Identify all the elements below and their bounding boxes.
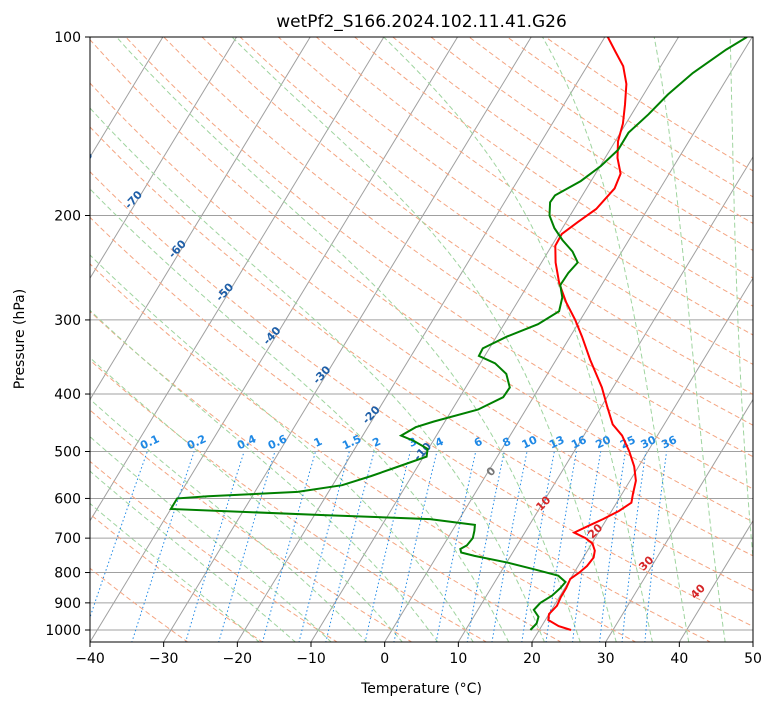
dry-adiabat xyxy=(90,359,488,642)
x-tick-label: −30 xyxy=(149,651,179,667)
isotherm-gridline xyxy=(90,37,164,158)
y-tick-label: 100 xyxy=(54,30,81,46)
dry-adiabat xyxy=(90,409,413,642)
dewpoint-line xyxy=(169,37,748,631)
y-tick-label: 700 xyxy=(54,531,81,547)
background-lines xyxy=(90,37,753,642)
moist-adiabat xyxy=(90,309,439,642)
isotherm-gridline xyxy=(678,519,753,642)
moist-adiabat xyxy=(542,37,690,642)
plot-area: -100-90-80-70-60-50-40-30-20-10010203040… xyxy=(72,37,753,642)
temperature-line xyxy=(547,37,637,631)
isotherm-gridline xyxy=(531,277,753,642)
dry-adiabat xyxy=(90,171,753,627)
x-tick-label: −40 xyxy=(75,651,105,667)
x-tick-label: 10 xyxy=(449,651,467,667)
mixing-ratio-label: 30 xyxy=(639,433,659,451)
x-tick-label: 50 xyxy=(744,651,762,667)
y-tick-label: 800 xyxy=(54,566,81,582)
x-axis-label: Temperature (°C) xyxy=(360,681,482,697)
dry-adiabat xyxy=(277,37,753,365)
series-layer xyxy=(169,37,748,631)
mixing-ratio-line xyxy=(325,451,375,642)
mixing-ratio-line xyxy=(218,451,276,642)
moist-adiabat xyxy=(90,107,545,642)
mixing-ratio-line xyxy=(90,451,148,619)
mixing-ratio-line xyxy=(262,451,316,642)
moist-adiabat xyxy=(90,356,403,642)
isotherm-gridline xyxy=(236,37,606,642)
y-axis-label: Pressure (hPa) xyxy=(12,289,28,389)
mixing-ratio-label: 10 xyxy=(520,433,540,451)
moist-adiabat xyxy=(231,37,617,642)
moist-adiabat xyxy=(116,37,581,642)
moist-adiabat xyxy=(90,188,510,642)
mixing-ratio-label: 13 xyxy=(547,433,566,451)
dry-adiabat xyxy=(201,37,753,426)
mixing-ratio-line xyxy=(572,451,602,642)
dry-adiabat xyxy=(90,82,753,557)
y-tick-label: 1000 xyxy=(45,623,81,639)
y-tick-label: 500 xyxy=(54,444,81,460)
isotherm-gridline xyxy=(90,37,385,522)
moist-adiabat xyxy=(90,470,296,642)
isotherm-gridline xyxy=(90,37,311,401)
mixing-ratio-label: 36 xyxy=(659,433,679,451)
mixing-ratio-line xyxy=(644,451,668,642)
mixing-ratio-label: 20 xyxy=(594,433,614,451)
y-tick-label: 900 xyxy=(54,596,81,612)
x-tick-label: −20 xyxy=(223,651,253,667)
x-tick-label: 20 xyxy=(523,651,541,667)
moist-adiabat xyxy=(653,37,726,642)
mixing-ratio-label: 16 xyxy=(569,433,589,451)
x-tick-label: 40 xyxy=(670,651,688,667)
dry-adiabat xyxy=(90,513,264,642)
mixing-ratio-line xyxy=(364,451,411,642)
plot-frame xyxy=(89,36,754,643)
x-axis: −40 −30 −20 −10 0 10 20 30 40 50 xyxy=(75,642,762,667)
isotherm-gridline xyxy=(163,37,532,642)
mixing-ratio-line xyxy=(131,451,195,642)
isotherm-gridline xyxy=(384,37,753,642)
moist-adiabat xyxy=(90,398,368,642)
moist-adiabat xyxy=(90,254,474,642)
dry-adiabat xyxy=(90,310,562,642)
y-tick-label: 400 xyxy=(54,387,81,403)
moist-adiabat xyxy=(383,37,653,642)
dry-adiabat xyxy=(125,37,753,490)
moist-adiabat xyxy=(90,502,260,642)
dry-adiabat xyxy=(90,39,753,523)
dry-adiabat xyxy=(90,460,338,642)
x-tick-label: 0 xyxy=(380,651,389,667)
y-tick-label: 200 xyxy=(54,209,81,225)
mixing-ratio-line xyxy=(599,451,626,642)
x-tick-label: −10 xyxy=(296,651,326,667)
chart-title: wetPf2_S166.2024.102.11.41.G26 xyxy=(276,12,567,32)
mixing-ratio-line xyxy=(393,451,438,642)
y-axis: 100 200 300 400 500 600 700 800 900 1000 xyxy=(45,30,90,639)
mixing-ratio-line xyxy=(621,451,647,642)
y-tick-label: 600 xyxy=(54,491,81,507)
moist-adiabat xyxy=(729,37,753,563)
dry-adiabat-label: -80 xyxy=(72,148,95,172)
isotherm-gridline xyxy=(605,398,753,642)
dry-adiabat xyxy=(90,216,712,642)
isotherm-gridline xyxy=(457,155,753,642)
isotherm-gridline xyxy=(90,37,458,642)
mixing-ratio-line xyxy=(185,451,245,642)
y-tick-label: 300 xyxy=(54,313,81,329)
isotherm-gridline xyxy=(90,37,237,280)
mixing-ratio-line xyxy=(298,451,350,642)
dry-adiabat xyxy=(90,126,753,592)
x-tick-label: 30 xyxy=(597,651,615,667)
